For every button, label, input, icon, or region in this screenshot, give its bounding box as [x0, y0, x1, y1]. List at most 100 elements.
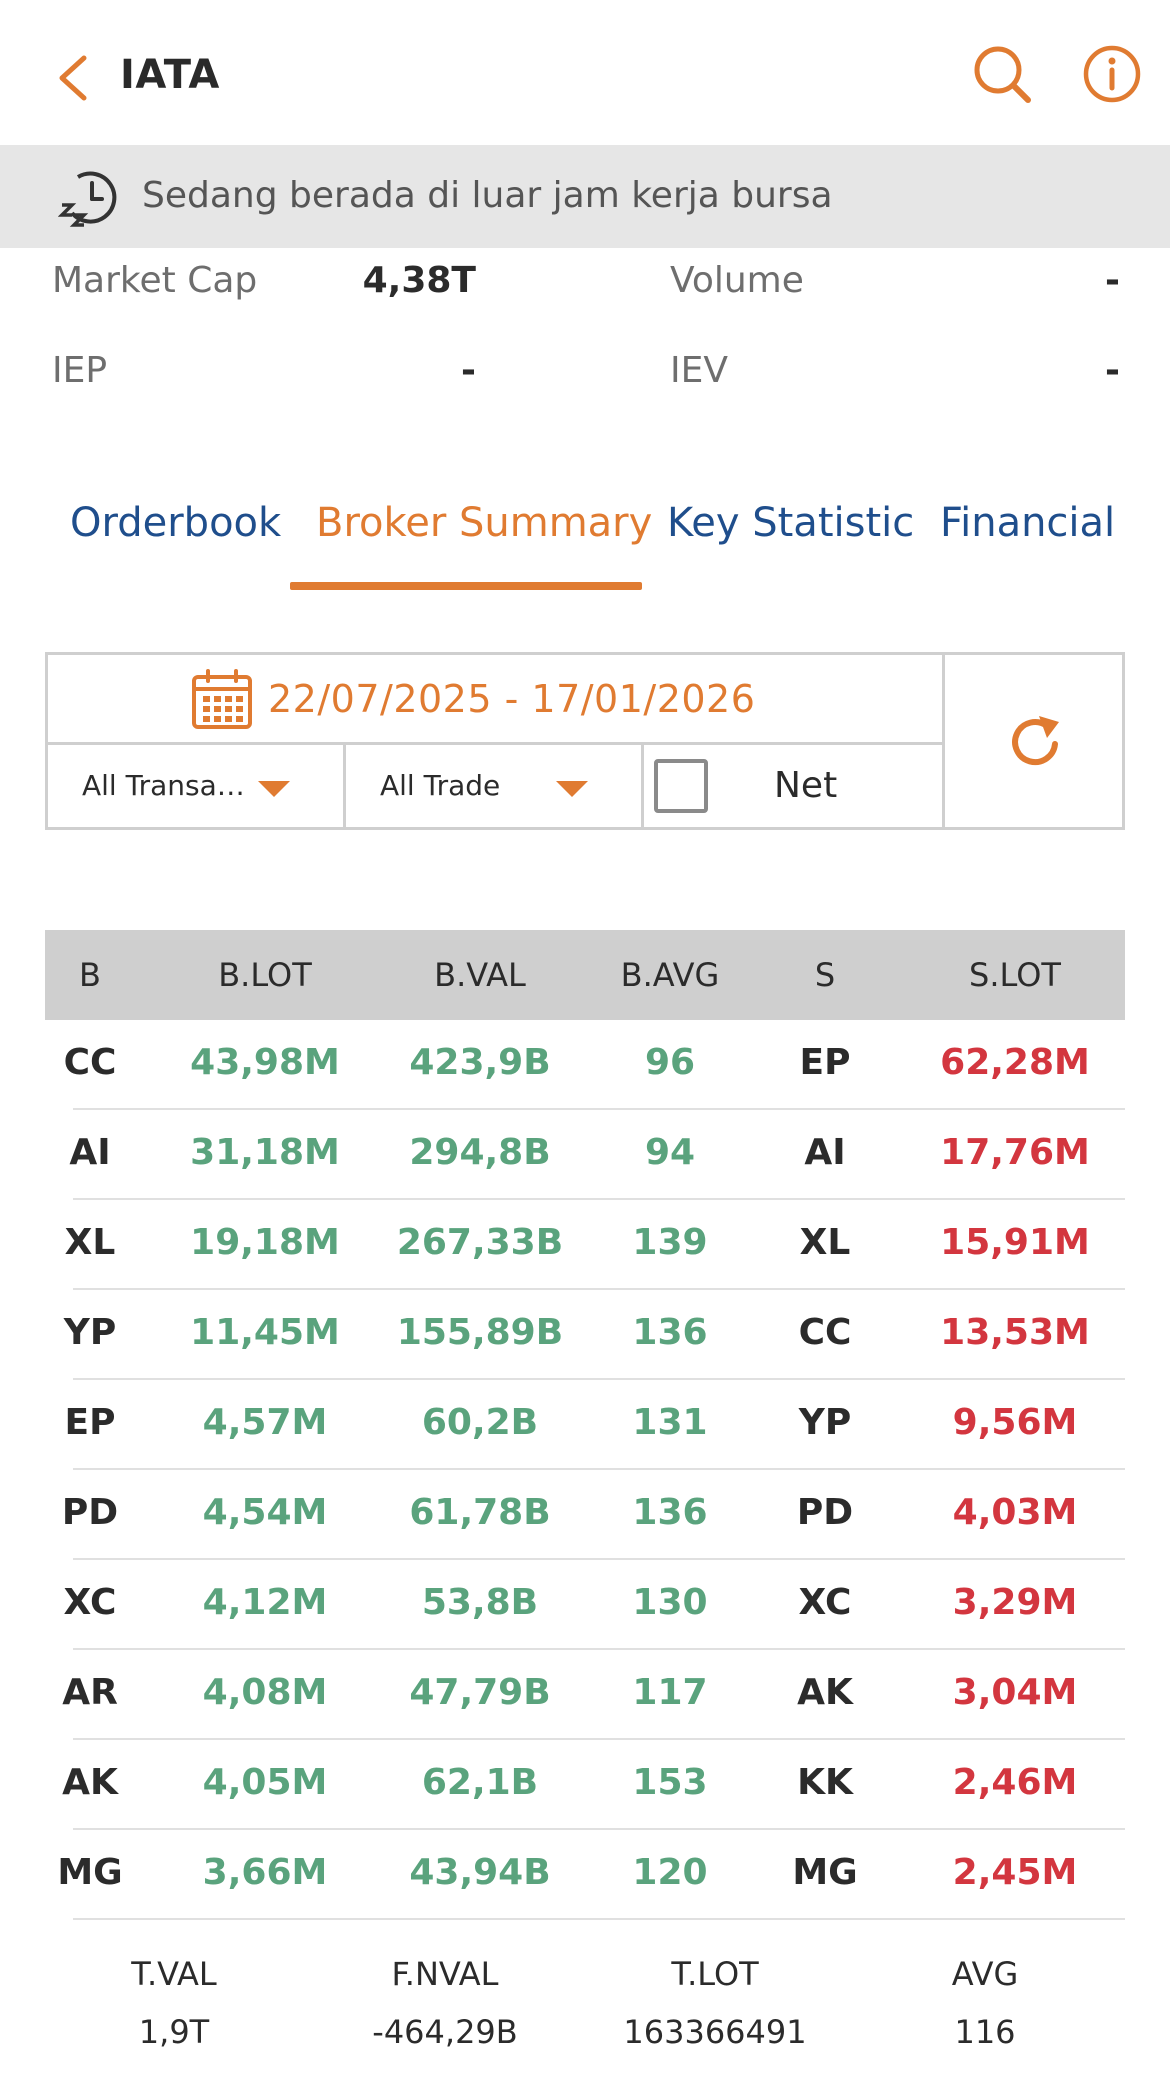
- buy-lot: 3,66M: [202, 1852, 328, 1893]
- total-lot-label: T.LOT: [671, 1955, 759, 1993]
- buy-value: 267,33B: [396, 1222, 564, 1263]
- market-cap-value: 4,38T: [362, 260, 476, 301]
- column-header-s-lot: S.LOT: [969, 956, 1061, 994]
- buyer-broker-code: AI: [69, 1132, 111, 1173]
- buy-lot: 4,54M: [202, 1492, 328, 1533]
- foreign-net-value-label: F.NVAL: [391, 1955, 499, 1993]
- calendar-icon: [192, 669, 252, 729]
- buy-average: 94: [644, 1132, 696, 1173]
- seller-broker-code: CC: [798, 1312, 852, 1353]
- net-checkbox[interactable]: [654, 759, 708, 813]
- buyer-broker-code: AR: [62, 1672, 118, 1713]
- buy-average: 136: [632, 1492, 708, 1533]
- iep-value: -: [461, 350, 476, 391]
- sell-lot: 2,46M: [952, 1762, 1078, 1803]
- seller-broker-code: XL: [799, 1222, 851, 1263]
- totals-summary: T.VAL 1,9T F.NVAL -464,29B T.LOT 1633664…: [45, 1955, 1125, 2075]
- table-row[interactable]: XL 19,18M 267,33B 139 XL 15,91M: [45, 1200, 1125, 1290]
- buy-lot: 31,18M: [190, 1132, 340, 1173]
- buy-average: 117: [632, 1672, 708, 1713]
- buy-lot: 4,57M: [202, 1402, 328, 1443]
- caret-down-icon: [556, 781, 588, 797]
- buy-lot: 4,12M: [202, 1582, 328, 1623]
- table-row[interactable]: AK 4,05M 62,1B 153 KK 2,46M: [45, 1740, 1125, 1830]
- column-header-b: B: [79, 956, 101, 994]
- buy-lot: 11,45M: [190, 1312, 340, 1353]
- date-range-text: 22/07/2025 - 17/01/2026: [268, 677, 756, 721]
- column-header-s: S: [814, 956, 836, 994]
- seller-broker-code: YP: [798, 1402, 852, 1443]
- transaction-type-dropdown[interactable]: All Transa…: [48, 745, 346, 827]
- back-icon[interactable]: [52, 52, 92, 104]
- table-row[interactable]: AI 31,18M 294,8B 94 AI 17,76M: [45, 1110, 1125, 1200]
- average-value: 116: [954, 2013, 1016, 2051]
- buy-average: 96: [644, 1042, 696, 1083]
- net-label: Net: [774, 765, 838, 806]
- tab-financial[interactable]: Financial: [940, 500, 1116, 546]
- market-cap-label: Market Cap: [52, 260, 258, 301]
- table-row[interactable]: MG 3,66M 43,94B 120 MG 2,45M: [45, 1830, 1125, 1920]
- buyer-broker-code: XL: [64, 1222, 116, 1263]
- column-header-b-lot: B.LOT: [218, 956, 312, 994]
- iev-label: IEV: [670, 350, 728, 391]
- tab-key-statistic[interactable]: Key Statistic: [667, 500, 915, 546]
- transaction-type-value: All Transa…: [82, 769, 245, 802]
- table-row[interactable]: PD 4,54M 61,78B 136 PD 4,03M: [45, 1470, 1125, 1560]
- buy-value: 62,1B: [421, 1762, 539, 1803]
- sell-lot: 9,56M: [952, 1402, 1078, 1443]
- sell-lot: 3,04M: [952, 1672, 1078, 1713]
- buy-average: 131: [632, 1402, 708, 1443]
- buy-average: 136: [632, 1312, 708, 1353]
- buyer-broker-code: YP: [63, 1312, 117, 1353]
- refresh-button[interactable]: [948, 655, 1122, 827]
- buyer-broker-code: XC: [63, 1582, 117, 1623]
- buyer-broker-code: PD: [61, 1492, 119, 1533]
- total-lot: 163366491: [623, 2013, 807, 2051]
- sell-lot: 13,53M: [940, 1312, 1090, 1353]
- table-header: B B.LOT B.VAL B.AVG S S.LOT: [45, 930, 1125, 1020]
- seller-broker-code: XC: [798, 1582, 852, 1623]
- buy-value: 155,89B: [396, 1312, 564, 1353]
- sell-lot: 4,03M: [952, 1492, 1078, 1533]
- buy-value: 47,79B: [409, 1672, 551, 1713]
- seller-broker-code: PD: [796, 1492, 854, 1533]
- search-icon[interactable]: [970, 42, 1034, 106]
- sell-lot: 17,76M: [940, 1132, 1090, 1173]
- seller-broker-code: KK: [797, 1762, 853, 1803]
- table-row[interactable]: CC 43,98M 423,9B 96 EP 62,28M: [45, 1020, 1125, 1110]
- page-title: IATA: [120, 52, 220, 98]
- buy-average: 153: [632, 1762, 708, 1803]
- buy-average: 120: [632, 1852, 708, 1893]
- seller-broker-code: MG: [792, 1852, 858, 1893]
- volume-value: -: [1105, 260, 1120, 301]
- table-row[interactable]: XC 4,12M 53,8B 130 XC 3,29M: [45, 1560, 1125, 1650]
- buy-value: 423,9B: [409, 1042, 551, 1083]
- sell-lot: 62,28M: [940, 1042, 1090, 1083]
- buyer-broker-code: AK: [62, 1762, 118, 1803]
- average-label: AVG: [951, 1955, 1019, 1993]
- buy-lot: 4,05M: [202, 1762, 328, 1803]
- iev-value: -: [1105, 350, 1120, 391]
- column-header-b-val: B.VAL: [434, 956, 526, 994]
- trade-type-dropdown[interactable]: All Trade: [346, 745, 644, 827]
- buy-lot: 43,98M: [190, 1042, 340, 1083]
- buy-value: 53,8B: [421, 1582, 539, 1623]
- tab-orderbook[interactable]: Orderbook: [70, 500, 282, 546]
- table-row[interactable]: AR 4,08M 47,79B 117 AK 3,04M: [45, 1650, 1125, 1740]
- info-icon[interactable]: [1080, 42, 1144, 106]
- net-toggle[interactable]: Net: [644, 745, 942, 827]
- buy-value: 61,78B: [409, 1492, 551, 1533]
- active-tab-indicator: [290, 582, 642, 590]
- broker-summary-table: B B.LOT B.VAL B.AVG S S.LOT CC 43,98M 423,…: [45, 930, 1125, 1920]
- buy-value: 60,2B: [421, 1402, 539, 1443]
- date-range-picker[interactable]: 22/07/2025 - 17/01/2026: [48, 655, 942, 745]
- total-value-label: T.VAL: [131, 1955, 217, 1993]
- sell-lot: 15,91M: [940, 1222, 1090, 1263]
- buy-average: 139: [632, 1222, 708, 1263]
- table-row[interactable]: YP 11,45M 155,89B 136 CC 13,53M: [45, 1290, 1125, 1380]
- seller-broker-code: EP: [799, 1042, 851, 1083]
- tab-broker-summary[interactable]: Broker Summary: [316, 500, 653, 546]
- table-row[interactable]: EP 4,57M 60,2B 131 YP 9,56M: [45, 1380, 1125, 1470]
- trade-type-value: All Trade: [380, 769, 501, 802]
- top-bar: IATA: [0, 0, 1170, 145]
